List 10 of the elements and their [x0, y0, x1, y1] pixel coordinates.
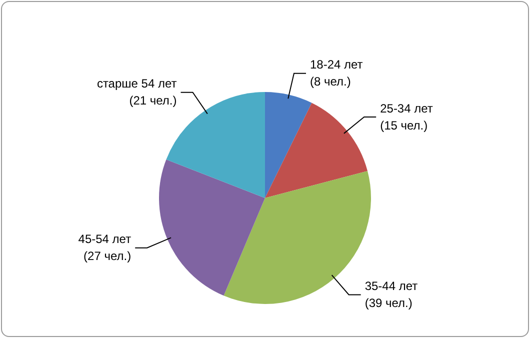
slice-label: 25-34 лет	[380, 101, 434, 116]
slice-label: старше 54 лет	[96, 76, 178, 91]
slice-label: 45-54 лет	[78, 232, 132, 246]
data-label: (8 чел.)	[310, 74, 351, 89]
data-label: (39 чел.)	[364, 296, 412, 310]
data-label: (21 чел.)	[129, 94, 177, 108]
data-label: (15 чел.)	[380, 118, 428, 132]
data-label: (27 чел.)	[84, 249, 132, 264]
slice-label: 35-44 лет	[364, 279, 418, 294]
slice-label: 18-24 лет	[310, 58, 364, 72]
